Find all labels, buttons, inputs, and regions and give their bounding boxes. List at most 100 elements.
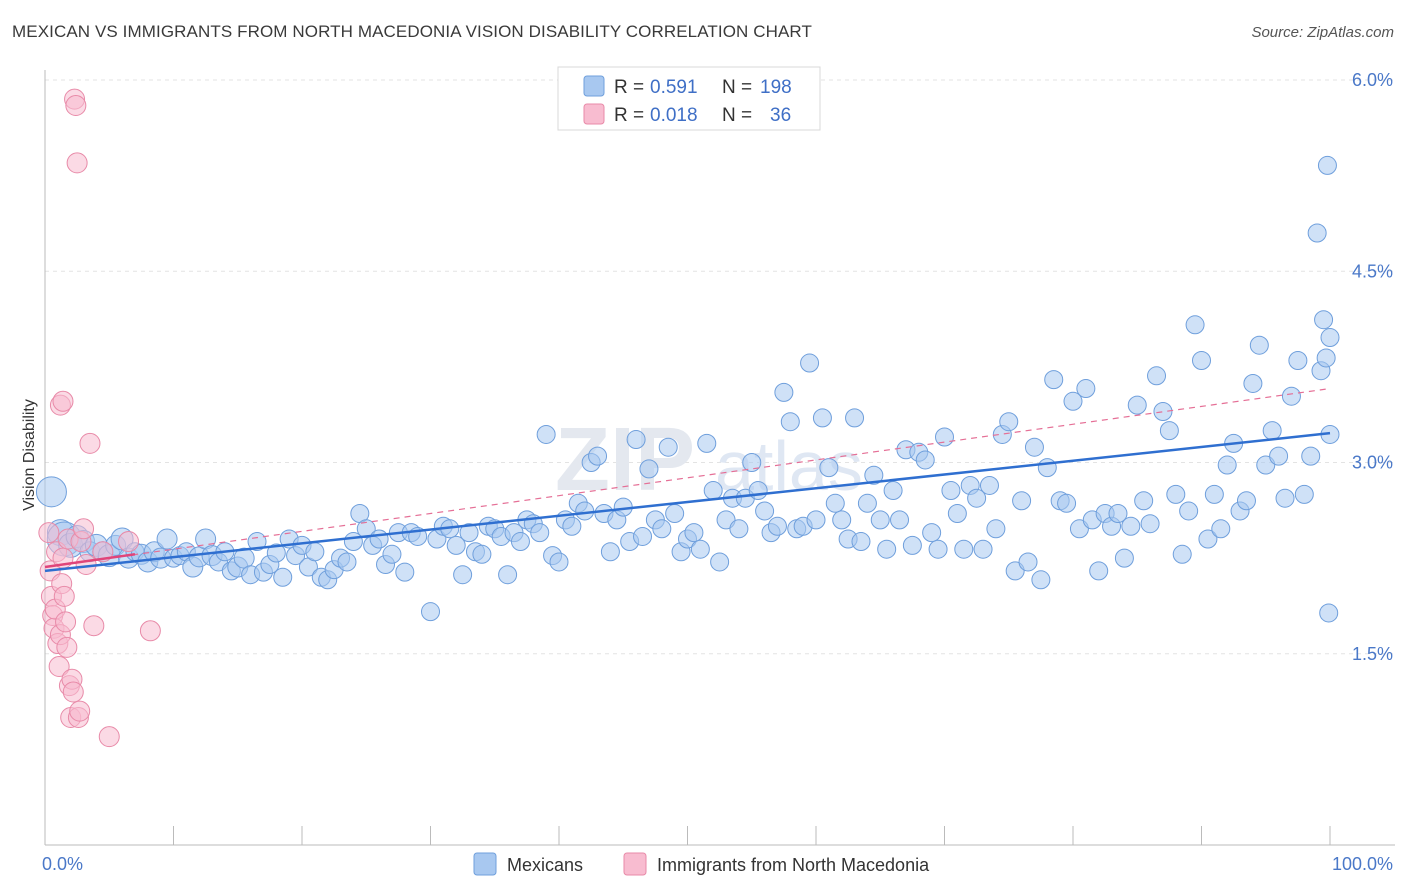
- mexicans-point-92: [639, 459, 659, 479]
- mexicans-point-128: [870, 510, 890, 530]
- mexicans-point-90: [626, 430, 646, 450]
- north-macedonia-point-26: [73, 518, 95, 540]
- mexicans-point-154: [1037, 458, 1057, 478]
- trend-line-north-macedonia-solid: [44, 553, 136, 569]
- north-macedonia-point-14: [56, 636, 78, 658]
- mexicans-point-150: [1012, 491, 1032, 511]
- mexicans-point-135: [915, 450, 935, 470]
- mexicans-point-195: [1301, 446, 1321, 466]
- mexicans-point-75: [530, 523, 550, 543]
- mexicans-point-200: [1317, 155, 1337, 175]
- mexicans-point-160: [1076, 379, 1096, 399]
- mexicans-point-187: [1249, 335, 1269, 355]
- mexicans-point-181: [1211, 519, 1231, 539]
- mexicans-point-153: [1031, 570, 1051, 590]
- mexicans-point-155: [1044, 370, 1064, 390]
- mexicans-point-129: [877, 539, 897, 559]
- mexicans-point-86: [600, 542, 620, 562]
- mexicans-point-173: [1159, 421, 1179, 441]
- series-mexicans-points: [35, 155, 1340, 623]
- mexicans-point-143: [967, 488, 987, 508]
- source-label: Source: ZipAtlas.com: [1251, 24, 1394, 41]
- mexicans-point-91: [633, 526, 653, 546]
- mexicans-point-162: [1089, 561, 1109, 581]
- mexicans-point-138: [935, 427, 954, 447]
- mexicans-point-169: [1134, 491, 1154, 511]
- y-tick-label-2: 4.5%: [1352, 261, 1393, 281]
- mexicans-point-94: [652, 519, 672, 539]
- mexicans-point-55: [395, 562, 415, 582]
- y-tick-labels: 1.5% 3.0% 4.5% 6.0%: [1352, 70, 1393, 664]
- axes: [44, 70, 1395, 846]
- mexicans-point-179: [1198, 529, 1218, 549]
- mexicans-point-157: [1057, 493, 1077, 513]
- mexicans-point-100: [690, 539, 710, 559]
- mexicans-point-95: [658, 437, 678, 457]
- mexicans-point-102: [703, 481, 723, 501]
- mexicans-point-96: [665, 504, 685, 523]
- mexicans-point-0: [35, 476, 67, 508]
- mexicans-point-53: [382, 544, 402, 564]
- trend-line-north-macedonia-dashed: [44, 387, 1331, 568]
- north-macedonia-point-0: [38, 522, 60, 544]
- north-macedonia-point-33: [139, 620, 161, 642]
- mexicans-point-178: [1192, 351, 1211, 370]
- mexicans-point-199: [1316, 348, 1336, 368]
- north-macedonia-point-13: [55, 611, 77, 633]
- mexicans-point-145: [979, 475, 999, 495]
- legend-bottom-label-north-macedonia: Immigrants from North Macedonia: [657, 855, 930, 875]
- legend-n-value-0: 198: [760, 77, 792, 98]
- north-macedonia-point-35: [52, 390, 74, 412]
- mexicans-point-136: [922, 523, 942, 543]
- mexicans-point-49: [356, 519, 376, 539]
- mexicans-point-141: [954, 539, 974, 559]
- mexicans-point-58: [421, 602, 440, 622]
- mexicans-point-84: [588, 446, 608, 466]
- mexicans-point-175: [1172, 544, 1192, 564]
- mexicans-point-63: [453, 565, 473, 585]
- mexicans-point-190: [1269, 446, 1289, 466]
- mexicans-point-108: [742, 453, 762, 472]
- mexicans-point-198: [1314, 310, 1334, 330]
- mexicans-point-99: [684, 523, 704, 543]
- north-macedonia-point-24: [69, 700, 91, 722]
- mexicans-point-121: [825, 493, 845, 513]
- trend-lines: [44, 387, 1331, 573]
- mexicans-point-80: [562, 516, 582, 536]
- mexicans-point-117: [800, 353, 820, 373]
- mexicans-point-158: [1063, 391, 1083, 411]
- mexicans-point-201: [1319, 603, 1339, 623]
- mexicans-point-194: [1294, 484, 1314, 504]
- mexicans-point-70: [498, 565, 518, 585]
- north-macedonia-point-32: [118, 531, 140, 553]
- legend-n-label-1: N =: [722, 105, 752, 126]
- mexicans-point-51: [369, 529, 389, 549]
- north-macedonia-point-8: [48, 656, 70, 677]
- watermark-zip: ZIP: [555, 410, 695, 510]
- x-tick-label-1: 100.0%: [1332, 854, 1393, 874]
- mexicans-point-35: [266, 543, 286, 563]
- mexicans-point-177: [1185, 315, 1205, 335]
- legend-swatch-north-macedonia: [583, 103, 605, 125]
- mexicans-point-41: [305, 542, 325, 562]
- legend-r-label-0: R =: [614, 77, 644, 98]
- mexicans-point-118: [806, 510, 826, 530]
- chart-title: MEXICAN VS IMMIGRANTS FROM NORTH MACEDON…: [12, 22, 812, 41]
- legend-top: R = 0.591 N = 198 R = 0.018 N = 36: [557, 66, 821, 131]
- mexicans-point-110: [755, 501, 775, 521]
- mexicans-point-170: [1140, 514, 1160, 534]
- trend-line-mexicans: [44, 431, 1331, 573]
- north-macedonia-point-28: [79, 432, 101, 454]
- mexicans-point-78: [549, 552, 569, 572]
- north-macedonia-point-22: [66, 152, 88, 174]
- mexicans-point-148: [999, 412, 1019, 432]
- mexicans-point-82: [575, 501, 595, 521]
- mexicans-point-32: [247, 532, 267, 552]
- mexicans-point-122: [832, 510, 852, 530]
- mexicans-point-140: [947, 504, 967, 523]
- series-north-macedonia-points: [38, 88, 161, 748]
- y-axis-label: Vision Disability: [21, 399, 38, 511]
- mexicans-point-106: [729, 519, 749, 539]
- north-macedonia-point-19: [62, 681, 84, 703]
